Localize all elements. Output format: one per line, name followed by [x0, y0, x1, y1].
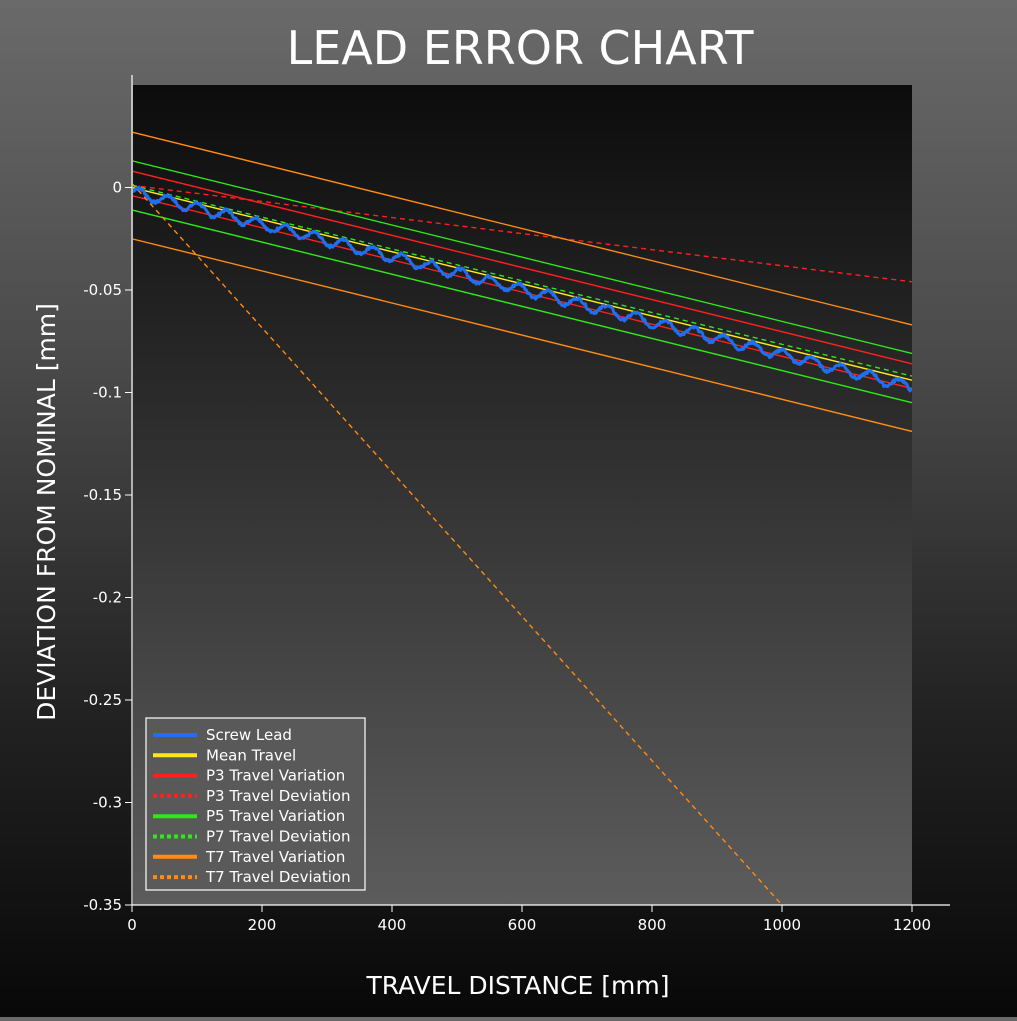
y-tick-label: -0.35: [83, 896, 122, 914]
legend-label-p5-travel-variation: P5 Travel Variation: [206, 807, 345, 825]
x-tick-label: 800: [638, 916, 667, 934]
series-t7-travel-variation-lower: [133, 238, 912, 433]
series-p3-travel-variation-lower: [133, 195, 912, 390]
series-p3-travel-variation: [133, 170, 912, 365]
x-tick-label: 0: [127, 916, 137, 934]
series-p5-travel-variation-lower: [133, 209, 912, 404]
y-tick-label: -0.1: [93, 384, 122, 402]
tick-layer: 0 200 400 600 800 1000 1200 0 -0.05 -0.1 -0.15 -0.2…: [83, 179, 931, 935]
x-axis-label: TRAVEL DISTANCE [mm]: [366, 971, 670, 1000]
y-axis-label: DEVIATION FROM NOMINAL [mm]: [32, 303, 61, 721]
legend-label-screw-lead: Screw Lead: [206, 726, 292, 744]
y-tick-label: -0.2: [93, 589, 122, 607]
chart-title: LEAD ERROR CHART: [287, 21, 755, 75]
x-tick-label: 1200: [893, 916, 931, 934]
series-p7-travel-deviation: [133, 184, 912, 377]
x-tick-label: 1000: [763, 916, 801, 934]
series-p5-travel-variation: [133, 160, 912, 355]
legend-label-t7-travel-deviation: T7 Travel Deviation: [205, 868, 351, 886]
legend-items: Screw Lead Mean Travel P3 Travel Variation…: [153, 726, 351, 886]
x-tick-label: 600: [508, 916, 537, 934]
legend-label-p3-travel-variation: P3 Travel Variation: [206, 767, 345, 785]
series-screw-lead: [133, 185, 912, 393]
x-tick-label: 200: [248, 916, 277, 934]
legend: Screw Lead Mean Travel P3 Travel Variation…: [145, 717, 366, 891]
series-layer: [133, 131, 912, 905]
series-t7-travel-variation: [133, 131, 912, 326]
y-tick-label: 0: [112, 179, 122, 197]
y-tick-label: -0.15: [83, 486, 122, 504]
legend-label-t7-travel-variation: T7 Travel Variation: [205, 848, 345, 866]
legend-label-mean-travel: Mean Travel: [206, 746, 296, 764]
y-tick-label: -0.3: [93, 794, 122, 812]
legend-box: [145, 717, 366, 891]
legend-label-p7-travel-deviation: P7 Travel Deviation: [206, 828, 350, 846]
y-tick-label: -0.05: [83, 281, 122, 299]
y-tick-label: -0.25: [83, 691, 122, 709]
legend-label-p3-travel-deviation: P3 Travel Deviation: [206, 787, 350, 805]
x-tick-label: 400: [378, 916, 407, 934]
series-p3-travel-deviation: [133, 184, 912, 283]
